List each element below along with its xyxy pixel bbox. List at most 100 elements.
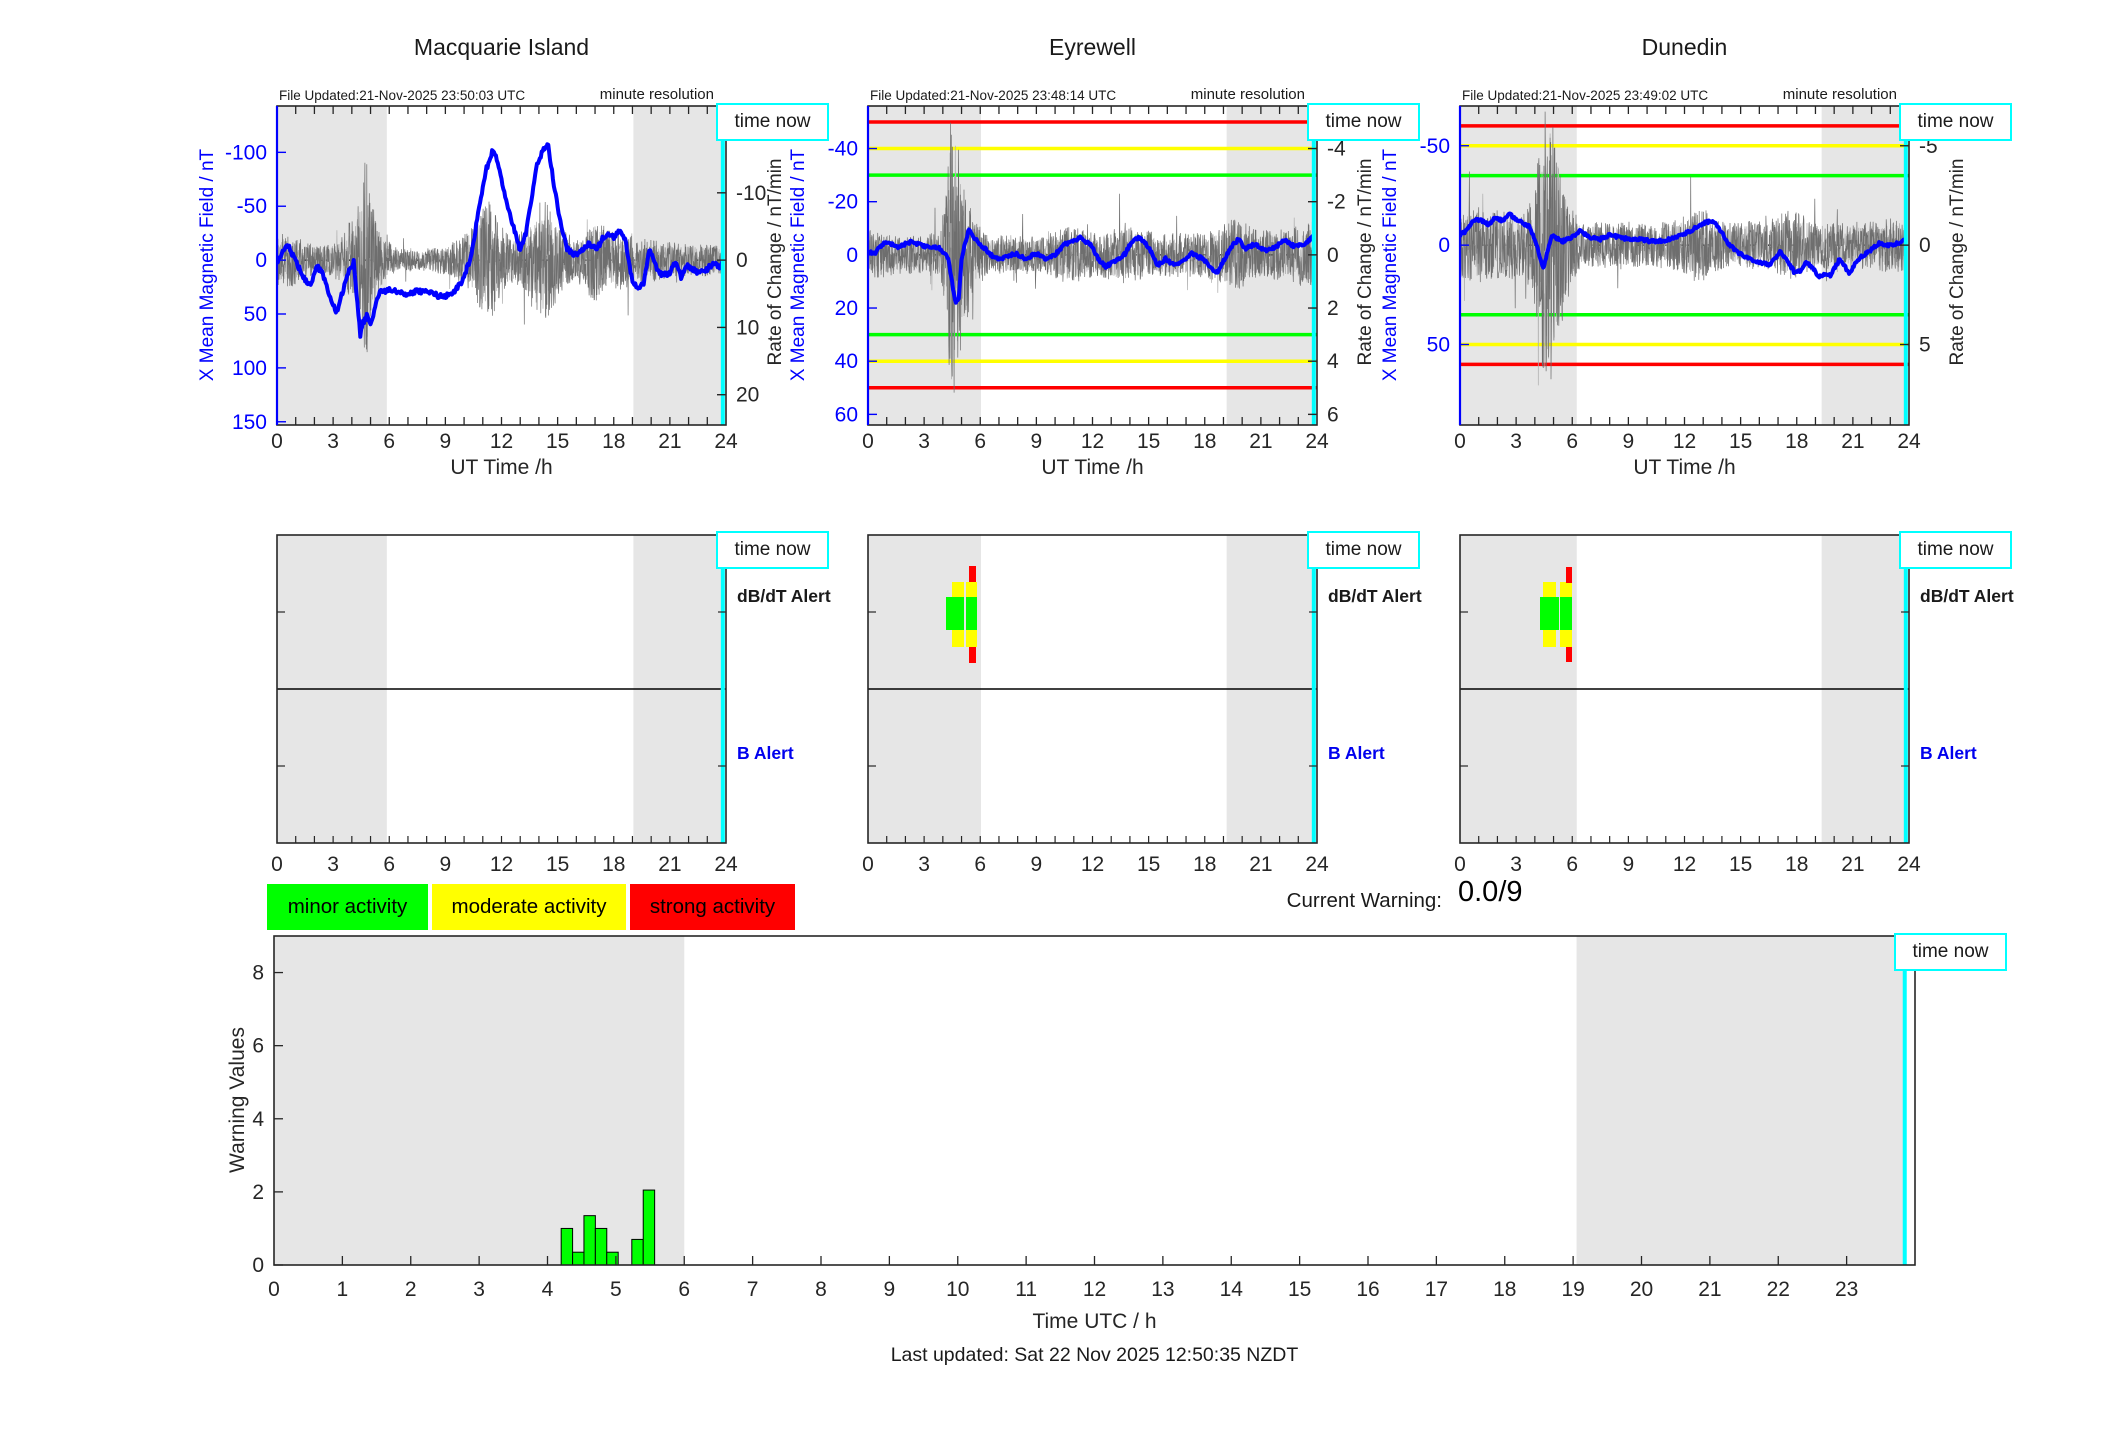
svg-text:9: 9 — [1031, 853, 1043, 876]
svg-text:0: 0 — [271, 853, 283, 876]
svg-text:6: 6 — [974, 853, 986, 876]
svg-text:15: 15 — [1288, 1278, 1311, 1301]
y-axis-label-field-macquarie: X Mean Magnetic Field / nT — [197, 148, 218, 382]
svg-text:0: 0 — [1454, 430, 1466, 453]
svg-text:0: 0 — [846, 244, 858, 267]
time-now-badge: time now — [1307, 103, 1420, 141]
svg-text:20: 20 — [1630, 1278, 1653, 1301]
x-axis-label: UT Time /h — [450, 456, 553, 479]
x-axis-label: UT Time /h — [1633, 456, 1736, 479]
svg-text:3: 3 — [327, 853, 339, 876]
svg-text:18: 18 — [1193, 430, 1216, 453]
svg-text:-50: -50 — [237, 195, 267, 218]
svg-text:-2: -2 — [1327, 191, 1346, 214]
svg-text:6: 6 — [974, 430, 986, 453]
svg-text:15: 15 — [1137, 853, 1160, 876]
svg-text:21: 21 — [658, 430, 681, 453]
y-axis-label-rate-macquarie: Rate of Change / nT/min — [765, 158, 786, 366]
svg-text:18: 18 — [1193, 853, 1216, 876]
alert-panel-0: 0 3 6 9 12 15 18 21 24 — [271, 534, 738, 876]
station-title-dunedin: Dunedin — [1641, 34, 1728, 60]
svg-text:21: 21 — [1841, 430, 1864, 453]
svg-text:0: 0 — [271, 430, 283, 453]
svg-text:-10: -10 — [736, 182, 766, 205]
alert-panel-2: 0 3 6 9 12 15 18 21 24 — [1454, 534, 1921, 876]
svg-text:9: 9 — [884, 1278, 896, 1301]
svg-text:18: 18 — [1493, 1278, 1516, 1301]
svg-text:12: 12 — [1081, 853, 1104, 876]
svg-text:2: 2 — [1327, 297, 1339, 320]
svg-text:12: 12 — [1083, 1278, 1106, 1301]
svg-text:19: 19 — [1561, 1278, 1584, 1301]
alert-panel-1: 0 3 6 9 12 15 18 21 24 — [862, 534, 1329, 876]
svg-text:24: 24 — [1897, 430, 1921, 453]
svg-text:7: 7 — [747, 1278, 759, 1301]
svg-text:12: 12 — [490, 853, 513, 876]
b-alert-label: B Alert — [1920, 743, 1977, 763]
y-axis-label-field-dunedin: X Mean Magnetic Field / nT — [1380, 148, 1401, 382]
b-alert-label: B Alert — [737, 743, 794, 763]
time-now-badge: time now — [716, 103, 829, 141]
svg-text:4: 4 — [1327, 350, 1339, 373]
svg-text:3: 3 — [1510, 430, 1522, 453]
svg-text:12: 12 — [1673, 853, 1696, 876]
y-axis-label-field-eyrewell: X Mean Magnetic Field / nT — [788, 148, 809, 382]
db-dt-alert-label: dB/dT Alert — [1328, 586, 1422, 606]
svg-text:3: 3 — [327, 430, 339, 453]
svg-text:24: 24 — [1305, 853, 1329, 876]
file-updated-eyrewell: File Updated:21-Nov-2025 23:48:14 UTC — [870, 88, 1117, 103]
svg-text:0: 0 — [255, 249, 267, 272]
legend-strong-activity: strong activity — [630, 884, 795, 930]
legend-moderate-activity: moderate activity — [432, 884, 626, 930]
svg-text:21: 21 — [1698, 1278, 1721, 1301]
svg-text:5: 5 — [1919, 334, 1931, 357]
svg-text:5: 5 — [610, 1278, 622, 1301]
svg-text:3: 3 — [473, 1278, 485, 1301]
legend-minor-activity-label: minor activity — [287, 895, 408, 918]
svg-text:8: 8 — [815, 1278, 827, 1301]
svg-text:6: 6 — [1566, 430, 1578, 453]
svg-text:6: 6 — [383, 430, 395, 453]
svg-text:150: 150 — [232, 411, 267, 434]
svg-text:0: 0 — [1919, 234, 1931, 257]
station-title-macquarie: Macquarie Island — [413, 34, 590, 60]
svg-text:22: 22 — [1767, 1278, 1790, 1301]
svg-text:15: 15 — [546, 430, 569, 453]
db-dt-alert-label: dB/dT Alert — [1920, 586, 2014, 606]
resolution-label: minute resolution — [599, 86, 714, 103]
svg-text:9: 9 — [1623, 430, 1635, 453]
svg-text:-50: -50 — [1420, 135, 1450, 158]
file-updated-macquarie: File Updated:21-Nov-2025 23:50:03 UTC — [279, 88, 526, 103]
svg-text:18: 18 — [1785, 853, 1808, 876]
svg-text:10: 10 — [736, 316, 759, 339]
time-now-badge: time now — [1899, 103, 2012, 141]
resolution-label: minute resolution — [1782, 86, 1897, 103]
svg-text:6: 6 — [678, 1278, 690, 1301]
time-now-badge: time now — [1307, 531, 1420, 569]
svg-text:4: 4 — [542, 1278, 554, 1301]
warning-values-panel: 0 1 2 3 4 5 6 7 8 9 10 11 12 13 14 15 16 17 18 19 20 21 22 2302… — [252, 935, 1916, 1301]
svg-text:10: 10 — [946, 1278, 969, 1301]
svg-text:21: 21 — [1249, 430, 1272, 453]
svg-text:15: 15 — [1137, 430, 1160, 453]
current-warning-value: 0.0/9 — [1458, 876, 1523, 908]
svg-text:0: 0 — [1438, 234, 1450, 257]
svg-text:8: 8 — [252, 962, 264, 985]
svg-text:18: 18 — [602, 853, 625, 876]
svg-text:100: 100 — [232, 357, 267, 380]
svg-text:15: 15 — [546, 853, 569, 876]
svg-text:16: 16 — [1356, 1278, 1379, 1301]
svg-text:12: 12 — [1673, 430, 1696, 453]
svg-text:0: 0 — [1327, 244, 1339, 267]
svg-text:24: 24 — [1305, 430, 1329, 453]
current-warning-label: Current Warning: — [1286, 889, 1442, 912]
svg-text:6: 6 — [383, 853, 395, 876]
svg-text:0: 0 — [268, 1278, 280, 1301]
svg-text:11: 11 — [1015, 1278, 1037, 1301]
y-axis-label-rate-dunedin: Rate of Change / nT/min — [1947, 158, 1968, 366]
svg-text:12: 12 — [1081, 430, 1104, 453]
station-title-eyrewell: Eyrewell — [1049, 34, 1136, 60]
legend-minor-activity: minor activity — [267, 884, 428, 930]
